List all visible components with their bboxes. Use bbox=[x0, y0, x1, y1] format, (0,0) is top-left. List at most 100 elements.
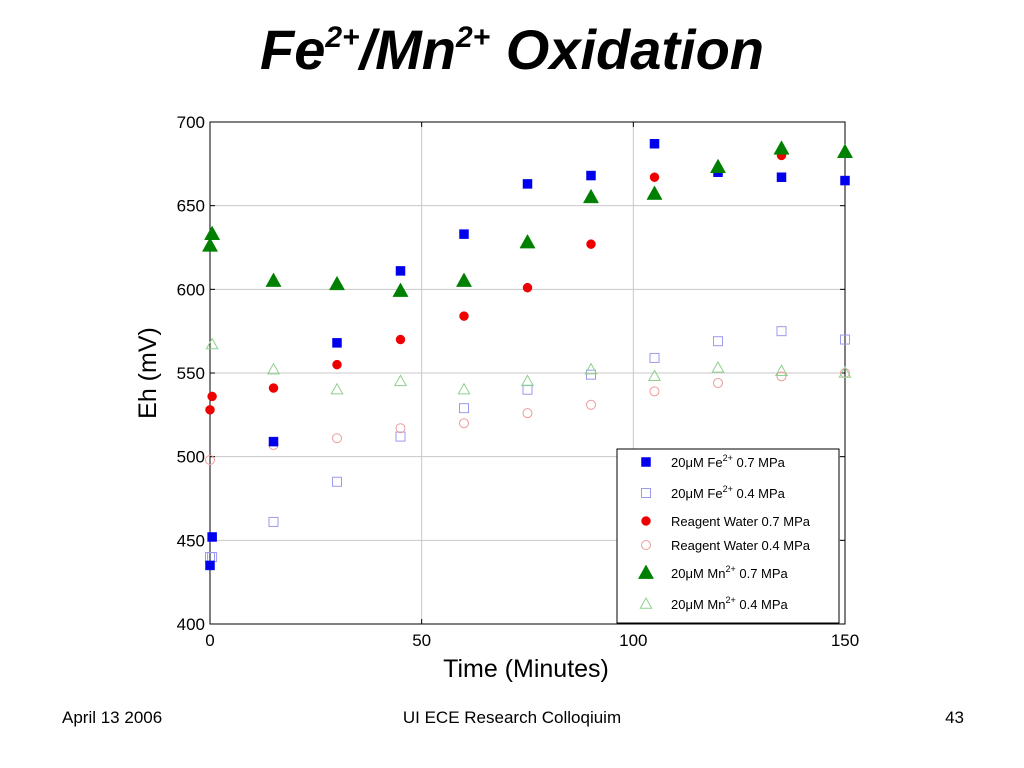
data-point bbox=[395, 334, 406, 345]
legend-marker bbox=[641, 540, 651, 550]
chart-ticks: 0 50 100 150 400 450 500 550 600 650 700 bbox=[177, 113, 860, 650]
data-point bbox=[522, 282, 533, 293]
data-point bbox=[205, 560, 215, 571]
data-point bbox=[328, 275, 346, 291]
data-point bbox=[649, 139, 660, 149]
data-point bbox=[395, 266, 406, 276]
data-point bbox=[332, 476, 342, 487]
legend-text-part: Reagent Water 0.7 MPa bbox=[671, 514, 811, 529]
legend-superscript: 2+ bbox=[725, 595, 735, 605]
data-point bbox=[455, 272, 473, 287]
data-point bbox=[392, 282, 409, 297]
data-point bbox=[776, 172, 787, 182]
data-point bbox=[265, 272, 282, 287]
y-tick-label: 500 bbox=[177, 448, 205, 467]
legend-superscript: 2+ bbox=[723, 484, 733, 494]
legend-text-part: μ bbox=[685, 455, 693, 470]
legend-marker bbox=[641, 488, 651, 498]
data-point bbox=[649, 352, 660, 363]
data-point bbox=[646, 185, 663, 200]
data-point bbox=[395, 423, 406, 434]
data-point bbox=[332, 359, 342, 370]
data-point bbox=[457, 382, 471, 395]
data-point bbox=[459, 403, 469, 414]
legend-entry: Reagent Water 0.4 MPa bbox=[671, 538, 811, 553]
footer-date: April 13 2006 bbox=[62, 708, 163, 727]
legend-text-part: 20 bbox=[671, 486, 685, 501]
legend-text-part: M Mn bbox=[693, 597, 726, 612]
data-point bbox=[395, 431, 406, 442]
data-point bbox=[268, 516, 279, 527]
legend-text-part: μ bbox=[685, 486, 693, 501]
legend-text-part: 0.4 MPa bbox=[736, 597, 789, 612]
data-point bbox=[205, 455, 215, 466]
data-point bbox=[459, 229, 469, 239]
data-point bbox=[393, 374, 408, 387]
legend-entry: 20μM Mn2+ 0.4 MPa bbox=[671, 595, 789, 612]
legend-box bbox=[616, 448, 840, 624]
legend-text-part: 0.7 MPa bbox=[733, 455, 786, 470]
legend-text-part: 0.7 MPa bbox=[736, 566, 789, 581]
data-point bbox=[207, 532, 217, 542]
data-point bbox=[713, 378, 723, 389]
legend-entry: Reagent Water 0.7 MPa bbox=[671, 514, 811, 529]
x-tick-label: 100 bbox=[619, 631, 647, 650]
title-part: Fe bbox=[259, 18, 326, 81]
data-point bbox=[268, 436, 279, 447]
x-axis-title: Time (Minutes) bbox=[443, 655, 609, 683]
legend-marker bbox=[637, 564, 655, 579]
data-point bbox=[459, 311, 469, 321]
legend-text-part: 20 bbox=[671, 597, 685, 612]
data-point bbox=[207, 552, 218, 563]
title-part: 2+ bbox=[455, 21, 491, 54]
legend-text-part: μ bbox=[685, 566, 693, 581]
legend-entry: 20μM Mn2+ 0.7 MPa bbox=[671, 564, 789, 581]
data-point bbox=[713, 336, 723, 347]
data-point bbox=[522, 384, 533, 395]
data-point bbox=[709, 158, 727, 174]
title-part: /Mn bbox=[359, 18, 456, 81]
data-point bbox=[840, 175, 850, 186]
data-point bbox=[268, 383, 279, 393]
legend-text-part: 20 bbox=[671, 566, 685, 581]
legend-superscript: 2+ bbox=[725, 564, 735, 574]
y-tick-label: 450 bbox=[177, 531, 205, 550]
data-point bbox=[776, 326, 787, 337]
y-tick-label: 650 bbox=[177, 197, 205, 216]
data-point bbox=[649, 386, 660, 397]
data-point bbox=[773, 140, 790, 155]
y-tick-label: 600 bbox=[177, 280, 205, 299]
data-point bbox=[332, 433, 342, 444]
data-point bbox=[201, 237, 219, 252]
data-point bbox=[776, 371, 787, 382]
legend-text-part: M Mn bbox=[693, 566, 726, 581]
x-tick-label: 50 bbox=[412, 631, 431, 650]
title-part: Oxidation bbox=[490, 18, 764, 81]
x-tick-label: 150 bbox=[831, 631, 859, 650]
data-point bbox=[584, 362, 598, 375]
data-point bbox=[586, 369, 596, 380]
legend-entry: 20μM Fe2+ 0.4 MPa bbox=[671, 484, 786, 501]
data-point bbox=[332, 338, 342, 348]
legend-entry: 20μM Fe2+ 0.7 MPa bbox=[671, 453, 786, 470]
data-point bbox=[204, 225, 221, 240]
legend-marker bbox=[641, 516, 651, 526]
data-point bbox=[711, 360, 725, 373]
y-tick-label: 550 bbox=[177, 364, 205, 383]
legend-marker bbox=[641, 457, 651, 467]
data-point bbox=[522, 408, 533, 419]
legend-text-part: M Fe bbox=[693, 486, 723, 501]
legend-superscript: 2+ bbox=[723, 453, 733, 463]
data-point bbox=[838, 365, 852, 378]
data-point bbox=[649, 172, 660, 182]
data-point bbox=[205, 337, 219, 350]
data-point bbox=[330, 382, 344, 395]
legend-text-part: 0.4 MPa bbox=[733, 486, 786, 501]
data-point bbox=[207, 391, 217, 402]
chart-points bbox=[201, 139, 854, 571]
y-tick-label: 700 bbox=[177, 113, 205, 132]
data-point bbox=[266, 362, 281, 375]
data-point bbox=[522, 179, 533, 189]
legend-text-part: 20 bbox=[671, 455, 685, 470]
